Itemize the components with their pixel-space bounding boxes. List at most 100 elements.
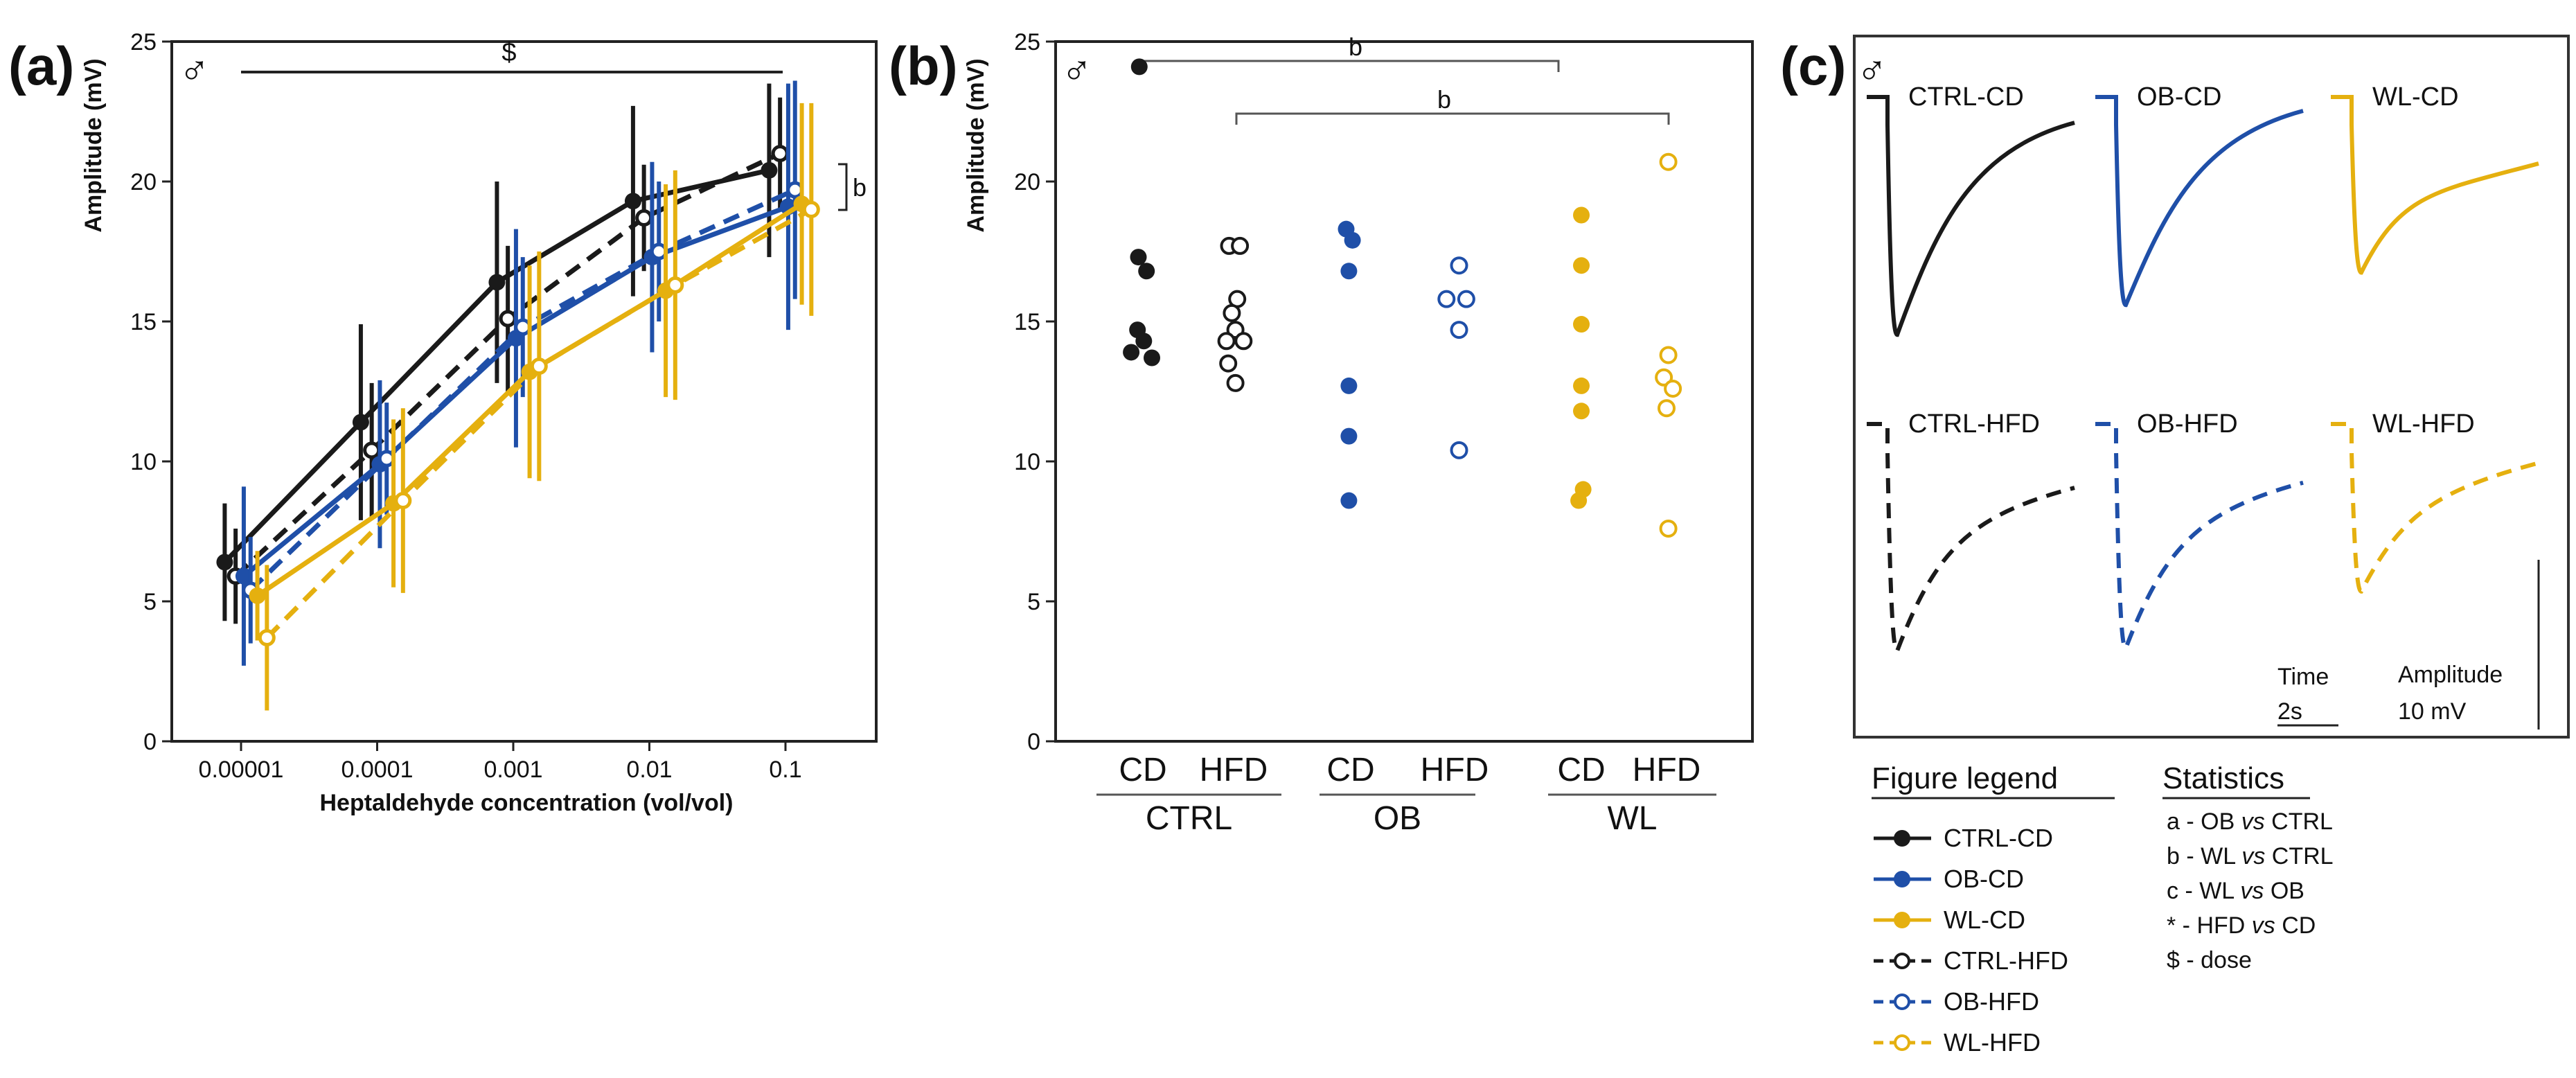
legend-swatch-marker [1894, 912, 1910, 928]
panel-a-series [216, 80, 820, 711]
legend-item-ob-cd: OB-CD [1874, 865, 2024, 893]
data-point [1340, 492, 1358, 509]
series-ctrl-hfd [226, 97, 789, 624]
statistics-item-sym: $ - [2167, 947, 2201, 973]
y-tick-label: 5 [143, 589, 157, 615]
panel-a-label: (a) [8, 35, 74, 96]
legend-label: CTRL-CD [1944, 824, 2053, 852]
series-ob-hfd [1437, 256, 1475, 459]
y-tick-label: 5 [1027, 589, 1040, 615]
statistics-title: Statistics [2162, 761, 2284, 795]
data-point [1340, 427, 1358, 445]
panel-b-male-symbol: ♂ [1061, 47, 1092, 94]
series-ob-cd [1338, 220, 1361, 509]
statistics-item-sym: * - [2167, 912, 2196, 939]
legend-label: OB-HFD [1944, 987, 2039, 1016]
statistics-item-a: HFD [2196, 912, 2251, 939]
statistics-item-vs: vs [2241, 808, 2265, 835]
statistics-item: a - OB vs CTRL [2167, 808, 2333, 835]
trace-label: OB-HFD [2137, 409, 2238, 439]
panel-c-frame [1853, 35, 2570, 739]
statistics-item-vs: vs [2241, 843, 2265, 869]
statistics-item-b: CTRL [2265, 843, 2333, 869]
statistics-item-b: OB [2264, 878, 2304, 904]
y-tick-label: 15 [130, 309, 157, 335]
trace-label: CTRL-HFD [1908, 409, 2040, 439]
legend-item-wl-hfd: WL-HFD [1874, 1028, 2041, 1057]
y-tick-label: 20 [130, 169, 157, 195]
data-point [1450, 321, 1468, 339]
data-point [352, 414, 369, 431]
y-tick-label: 15 [1014, 309, 1040, 335]
data-point [1570, 492, 1588, 509]
data-point [761, 161, 778, 179]
panel-c-traces: CTRL-CD OB-CD WL-CD CTRL-HFD OB-HFD WL-HFD [1867, 82, 2539, 653]
x-tick-label: 0.001 [483, 757, 542, 783]
sig-bracket-1-label: b [1349, 33, 1362, 61]
panel-c-male-symbol: ♂ [1856, 47, 1887, 94]
data-point [258, 629, 276, 647]
statistics-item-sym: a - [2167, 808, 2201, 835]
sig-bracket-1 [1136, 60, 1560, 72]
category-label: HFD [1633, 752, 1701, 788]
trace-ctrl-cd [1867, 95, 2075, 337]
category-label: CD [1557, 752, 1605, 788]
category-label: CD [1326, 752, 1374, 788]
data-point [771, 145, 789, 163]
x-tick-label: 0.0001 [341, 757, 414, 783]
legend-item-ob-hfd: OB-HFD [1874, 987, 2039, 1016]
data-point [1457, 290, 1475, 308]
series-ob-hfd [242, 80, 804, 644]
series-ctrl-hfd [1217, 236, 1253, 392]
panel-b-label: (b) [889, 35, 958, 96]
panel-c: (c) ♂ CTRL-CD OB-CD WL-CD CTRL-HFD OB-HFD WL-… [1780, 35, 2570, 739]
panel-c-label: (c) [1780, 35, 1846, 96]
panel-b-plot-frame [1054, 40, 1754, 743]
series-ctrl-cd [216, 83, 778, 621]
panel-b-category-labels: CD HFD CD HFD CD HFD CTRL OB WL [1096, 752, 1716, 837]
legend-swatch-marker [1894, 871, 1910, 887]
figure-legend: Figure legend CTRL-CD OB-CD WL-CD CTRL-HFD O… [1872, 761, 2115, 1057]
statistics-item: $ - dose [2167, 947, 2252, 973]
series-wl-cd [249, 103, 810, 641]
data-point [1659, 346, 1678, 364]
series-wl-cd [1570, 206, 1592, 509]
data-point [1573, 316, 1590, 333]
data-point [363, 441, 381, 459]
panel-a-b-bracket: b [838, 163, 867, 211]
data-point [1234, 332, 1253, 351]
legend-swatch-marker [1894, 953, 1910, 969]
y-tick-label: 0 [143, 729, 157, 755]
statistics-item-a: WL [2199, 878, 2240, 904]
data-point [1217, 332, 1236, 351]
legend-label: CTRL-HFD [1944, 946, 2068, 975]
data-point [1659, 152, 1678, 171]
data-point [1130, 249, 1147, 266]
trace-ob-cd [2095, 95, 2304, 308]
data-point [499, 310, 517, 328]
statistics-item: c - WL vs OB [2167, 878, 2304, 904]
legend-label: OB-CD [1944, 865, 2024, 893]
scale-bars: Time 2s Amplitude 10 mV [2277, 560, 2540, 730]
data-point [1219, 354, 1238, 373]
panel-b-axes: 0 5 10 15 20 25 [1014, 29, 1754, 755]
panel-b-bracket-2: b [1235, 85, 1670, 125]
trace-ctrl-hfd [1867, 422, 2075, 653]
data-point [1573, 206, 1590, 224]
x-tick-label: 0.00001 [199, 757, 284, 783]
data-point [1437, 290, 1456, 308]
trace-label: WL-HFD [2372, 409, 2475, 439]
trace-wl-cd [2331, 95, 2539, 275]
data-point [1450, 441, 1468, 459]
data-point [1130, 58, 1148, 76]
legend-item-ctrl-hfd: CTRL-HFD [1874, 946, 2068, 975]
data-point [1340, 377, 1358, 394]
panel-b: (b) ♂ Amplitude (mV) 0 5 10 15 20 25 b b CD HF… [889, 29, 1754, 837]
legend-item-ctrl-cd: CTRL-CD [1874, 824, 2053, 852]
b-bracket-label: b [853, 173, 867, 202]
legend-item-wl-cd: WL-CD [1874, 905, 2025, 934]
statistics-item-vs: vs [2252, 912, 2275, 939]
trace-wl-hfd [2331, 422, 2539, 594]
sig-bracket-2 [1235, 112, 1670, 125]
